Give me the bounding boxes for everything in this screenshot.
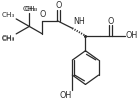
Text: O: O [55,2,61,11]
Text: CH₃: CH₃ [24,6,38,12]
Text: OH: OH [59,91,71,100]
Text: O: O [108,17,114,26]
Text: CH₃: CH₃ [2,35,15,41]
Text: NH: NH [73,17,85,26]
Text: CH₃: CH₃ [2,12,15,18]
Text: O: O [39,10,46,19]
Text: OH: OH [126,31,138,40]
Text: CH₃: CH₃ [2,36,15,42]
Text: CH₃: CH₃ [23,6,36,12]
